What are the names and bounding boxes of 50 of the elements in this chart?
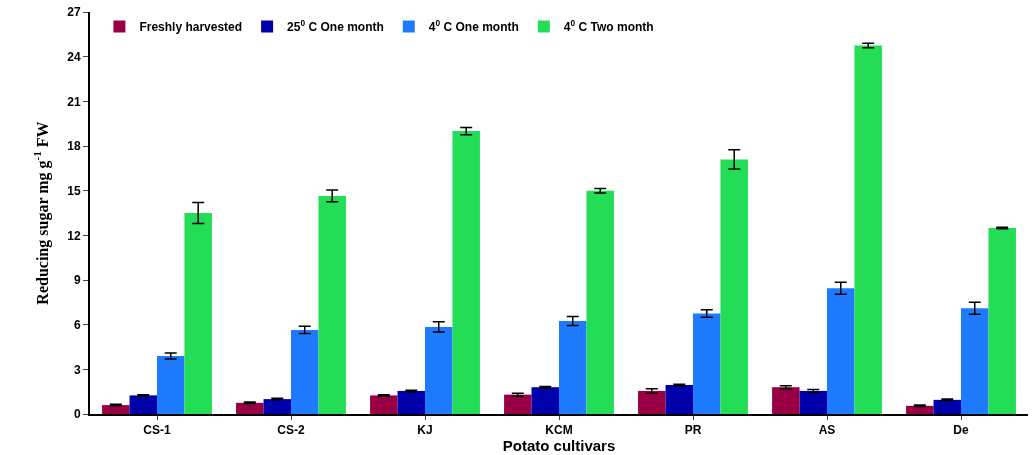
legend-label: 25$^{0}$ C One month xyxy=(287,18,384,35)
x-tick-label: KJ xyxy=(417,423,433,438)
y-tick-label: 3 xyxy=(73,362,81,377)
bar xyxy=(291,329,319,414)
bar xyxy=(318,195,346,414)
bar xyxy=(827,288,855,414)
bar xyxy=(772,387,800,414)
bar xyxy=(665,384,693,414)
bar xyxy=(263,399,291,414)
y-tick-label: 15 xyxy=(67,183,81,198)
bar xyxy=(933,399,961,414)
bar xyxy=(559,320,587,414)
x-axis-title: Potato cultivars xyxy=(502,437,616,455)
bar xyxy=(531,387,559,414)
y-tick-label: 9 xyxy=(73,273,81,288)
bar xyxy=(854,45,882,414)
legend-label: 4$^{0}$ C Two month xyxy=(563,18,654,35)
bar xyxy=(236,402,264,414)
bar xyxy=(397,390,425,414)
bar xyxy=(102,405,130,414)
x-tick-label: AS xyxy=(818,423,836,438)
y-tick-label: 27 xyxy=(67,5,81,20)
y-tick-label: 24 xyxy=(67,49,81,64)
bar xyxy=(157,355,185,414)
bar xyxy=(504,394,532,414)
x-tick-label: De xyxy=(953,423,969,438)
x-tick-label: CS-1 xyxy=(143,423,171,438)
bar xyxy=(961,308,989,414)
bar xyxy=(638,390,666,414)
x-tick-label: CS-2 xyxy=(277,423,305,438)
bar xyxy=(693,313,721,414)
bar xyxy=(720,159,748,414)
y-tick-label: 18 xyxy=(67,139,81,154)
bar xyxy=(906,405,934,414)
bar xyxy=(452,131,480,414)
x-tick-label: KCM xyxy=(545,423,573,438)
bar xyxy=(184,213,212,414)
y-tick-label: 21 xyxy=(67,94,81,109)
bar xyxy=(988,227,1016,414)
bar xyxy=(370,395,398,414)
y-tick-label: 12 xyxy=(67,228,81,243)
legend-label: 4$^{0}$ C One month xyxy=(428,18,519,35)
y-tick-label: 6 xyxy=(73,317,81,332)
legend-label: Freshly harvested xyxy=(139,20,243,35)
bar xyxy=(799,390,827,414)
bar xyxy=(586,190,614,414)
bar xyxy=(129,395,157,414)
bar xyxy=(425,326,453,414)
x-tick-label: PR xyxy=(684,423,702,438)
y-tick-label: 0 xyxy=(73,407,81,422)
